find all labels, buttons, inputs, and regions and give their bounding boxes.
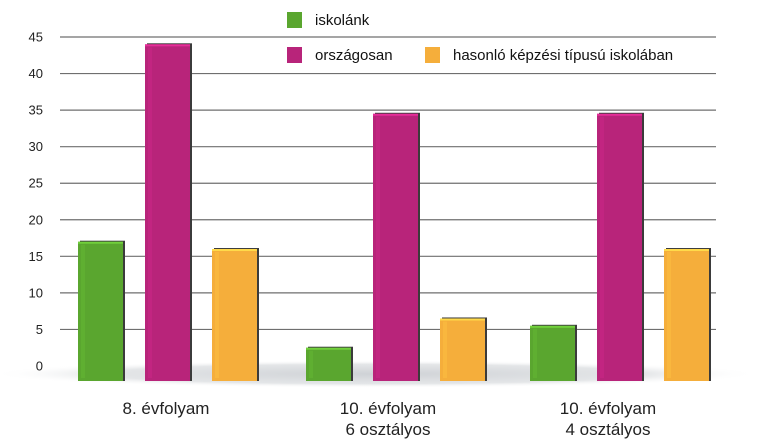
legend-swatch (425, 47, 440, 63)
y-tick-label: 15 (29, 249, 43, 264)
y-tick-label: 45 (29, 30, 43, 45)
y-tick-label: 10 (29, 285, 43, 300)
category-label: 8. évfolyam (123, 399, 210, 418)
y-tick-label: 0 (36, 359, 43, 374)
y-tick-label: 30 (29, 139, 43, 154)
bar (597, 112, 644, 382)
y-axis-tick-labels: 0 5 10 15 20 25 30 35 40 45 (29, 30, 43, 374)
legend-label: hasonló képzési típusú iskolában (453, 47, 673, 64)
legend-item: iskolánk (287, 12, 370, 29)
bar (664, 248, 711, 381)
legend-swatch (287, 12, 302, 28)
bar (78, 240, 125, 381)
bar (306, 346, 353, 381)
legend-label: iskolánk (315, 12, 370, 29)
category-label: 10. évfolyam 4 osztályos (560, 399, 656, 439)
legend: iskolánk országosan hasonló képzési típusú… (287, 12, 673, 64)
y-tick-label: 20 (29, 212, 43, 227)
bar (530, 324, 577, 381)
legend-swatch (287, 47, 302, 63)
category-label: 10. évfolyam 6 osztályos (340, 399, 436, 439)
legend-item: hasonló képzési típusú iskolában (425, 47, 673, 64)
legend-item: országosan (287, 47, 393, 64)
bar (145, 43, 192, 382)
y-tick-label: 5 (36, 322, 43, 337)
y-tick-label: 40 (29, 66, 43, 81)
y-tick-label: 25 (29, 176, 43, 191)
legend-label: országosan (315, 47, 393, 64)
bars (78, 43, 711, 382)
bar (440, 317, 487, 381)
bar (373, 112, 420, 382)
category-labels: 8. évfolyam 10. évfolyam 6 osztályos 10. év… (123, 399, 657, 439)
y-tick-label: 35 (29, 103, 43, 118)
bar (212, 248, 259, 381)
